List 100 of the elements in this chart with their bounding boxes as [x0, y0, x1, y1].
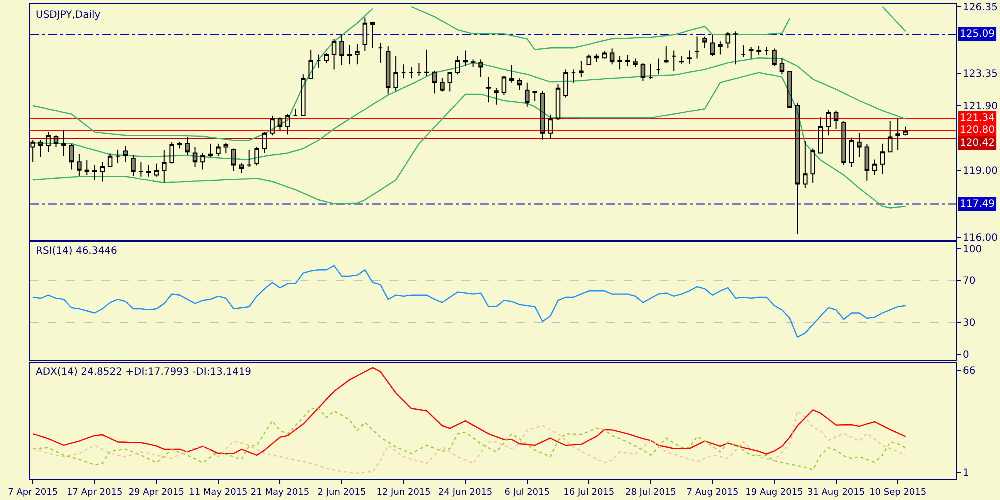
candlestick: [92, 164, 98, 181]
y-tick-label: 1: [963, 468, 970, 479]
candlestick: [903, 126, 908, 136]
candlestick: [494, 88, 499, 106]
y-tick-label: 121.90: [963, 102, 998, 113]
x-tick-label: 21 May 2015: [250, 488, 310, 498]
candlestick: [772, 48, 777, 67]
candlestick: [192, 146, 198, 168]
ref-line-label: 120.42: [960, 138, 995, 149]
candlestick: [38, 140, 44, 158]
candlestick: [146, 164, 152, 178]
x-tick-label: 28 Jul 2015: [625, 488, 676, 498]
candlestick: [556, 84, 561, 121]
candlestick: [286, 114, 290, 136]
candlestick: [108, 153, 113, 168]
candlestick: [394, 56, 398, 92]
ref-line-label: 117.49: [960, 199, 995, 210]
candlestick: [687, 50, 692, 64]
y-tick-label: 0: [963, 350, 970, 361]
candlestick: [672, 50, 676, 72]
candlestick: [177, 142, 182, 150]
candlestick: [640, 62, 646, 82]
x-tick-label: 2 Jun 2015: [318, 488, 366, 498]
candlestick: [702, 36, 708, 49]
candlestick: [46, 132, 51, 153]
x-tick-label: 7 Apr 2015: [8, 488, 58, 498]
candlestick: [232, 148, 236, 172]
x-tick-label: 29 Apr 2015: [128, 488, 184, 498]
line-series: [32, 265, 906, 338]
candlestick: [208, 143, 214, 158]
candlestick: [170, 142, 174, 164]
candlestick: [440, 77, 445, 92]
candlestick: [470, 59, 476, 68]
candlestick: [362, 17, 368, 52]
candlestick: [432, 70, 438, 94]
candlestick: [734, 31, 738, 66]
candlestick: [872, 159, 878, 176]
candlestick: [602, 50, 607, 60]
candlestick: [694, 36, 700, 60]
line-series: [32, 367, 906, 456]
candlestick: [524, 82, 530, 108]
candlestick: [463, 50, 468, 67]
candlestick: [664, 46, 669, 64]
candlestick: [679, 56, 684, 64]
candlestick: [517, 78, 522, 91]
candlestick: [764, 46, 770, 56]
x-tick-label: 12 Jun 2015: [376, 488, 431, 498]
candlestick: [532, 90, 538, 102]
candlestick: [788, 70, 792, 109]
candlestick: [564, 69, 568, 98]
candlestick: [826, 110, 831, 136]
candlestick: [409, 66, 414, 80]
candlestick: [123, 146, 128, 163]
candlestick: [162, 150, 167, 184]
candlestick: [370, 21, 376, 49]
candlestick: [185, 136, 190, 156]
x-tick-label: 19 Aug 2015: [746, 488, 804, 498]
candlestick: [726, 32, 731, 49]
candlestick: [401, 64, 406, 80]
candlestick: [216, 143, 221, 157]
y-tick-label: 30: [963, 318, 976, 330]
candlestick: [502, 76, 507, 96]
candlestick: [834, 110, 839, 130]
candlestick: [347, 44, 352, 66]
candlestick: [849, 137, 854, 168]
candlestick: [741, 45, 746, 58]
candlestick: [648, 63, 654, 80]
candlestick: [424, 49, 430, 77]
y-tick-label: 126.35: [963, 2, 998, 14]
candlestick: [239, 162, 244, 174]
candlestick: [278, 117, 283, 132]
chart-title: ADX(14) 24.8522 +DI:17.7993 -DI:13.1419: [36, 367, 252, 378]
candlestick: [386, 46, 391, 95]
y-tick-label: 66: [963, 366, 976, 377]
candlestick: [718, 41, 723, 56]
candlestick: [301, 74, 306, 116]
candlestick: [748, 46, 754, 60]
candlestick: [455, 56, 460, 76]
x-tick-label: 6 Jul 2015: [504, 488, 550, 498]
candlestick: [246, 150, 252, 168]
candlestick: [116, 149, 120, 164]
candlestick: [594, 54, 600, 63]
text: USDJPY,Daily: [36, 10, 101, 21]
y-tick-label: 100: [963, 244, 982, 256]
x-tick-label: 7 Aug 2015: [686, 488, 739, 498]
candlestick: [810, 148, 816, 184]
candlestick: [30, 140, 36, 163]
candlestick: [618, 56, 622, 70]
candlestick: [332, 38, 337, 70]
candlestick: [416, 62, 422, 77]
candlestick: [710, 34, 716, 57]
candlestick: [262, 132, 268, 154]
candlestick: [138, 162, 144, 178]
x-tick-label: 16 Jul 2015: [564, 488, 615, 498]
candlestick: [888, 120, 893, 153]
candlestick: [548, 114, 553, 140]
candlestick: [478, 59, 484, 78]
candlestick: [100, 162, 105, 182]
candlestick: [69, 143, 74, 170]
candlestick: [340, 34, 344, 66]
